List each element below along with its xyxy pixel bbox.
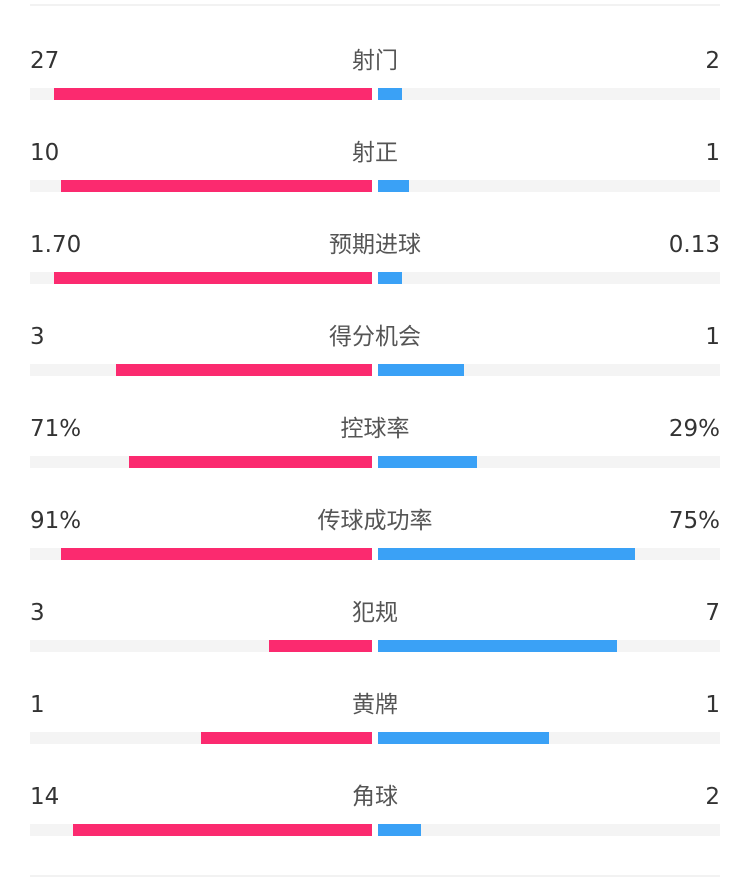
home-bar-fill [129,456,372,468]
away-bar-fill [378,732,549,744]
away-value: 2 [705,784,720,810]
home-value: 71% [30,416,82,442]
away-value: 0.13 [668,232,720,258]
away-bar-fill [378,272,403,284]
away-value: 7 [705,600,720,626]
away-value: 1 [705,692,720,718]
home-value: 1.70 [30,232,82,258]
away-bar-fill [378,456,478,468]
home-bar-track [30,272,372,284]
stat-label: 犯规 [352,600,398,626]
home-value: 10 [30,140,60,166]
away-bar-track [378,456,720,468]
away-bar-fill [378,640,618,652]
home-bar-fill [269,640,372,652]
stat-row: 10 射正 1 [30,130,720,200]
home-bar-track [30,88,372,100]
away-bar-track [378,732,720,744]
away-bar-fill [378,364,464,376]
top-divider [30,4,720,6]
home-value: 27 [30,48,60,74]
stat-row: 27 射门 2 [30,38,720,108]
bottom-divider [30,875,720,877]
stat-label: 传球成功率 [317,508,433,534]
home-value: 3 [30,324,45,350]
stat-label: 得分机会 [329,324,421,350]
away-value: 1 [705,324,720,350]
stat-row: 3 得分机会 1 [30,314,720,384]
home-bar-fill [53,88,372,100]
home-bar-fill [60,548,372,560]
stat-row: 91% 传球成功率 75% [30,498,720,568]
away-bar-fill [378,548,635,560]
home-bar-track [30,824,372,836]
away-value: 75% [668,508,720,534]
home-bar-track [30,364,372,376]
home-bar-track [30,732,372,744]
stat-label: 射正 [352,140,398,166]
away-bar-track [378,272,720,284]
stat-label: 角球 [352,784,398,810]
stat-row: 1.70 预期进球 0.13 [30,222,720,292]
home-bar-fill [201,732,372,744]
home-value: 3 [30,600,45,626]
away-value: 29% [668,416,720,442]
stat-row: 14 角球 2 [30,774,720,844]
home-value: 1 [30,692,45,718]
stat-label: 射门 [352,48,398,74]
away-bar-fill [378,180,410,192]
stat-label: 控球率 [340,416,410,442]
home-bar-track [30,180,372,192]
away-bar-track [378,548,720,560]
away-bar-track [378,180,720,192]
stat-label: 预期进球 [329,232,421,258]
home-value: 91% [30,508,82,534]
home-bar-fill [54,272,372,284]
away-bar-track [378,88,720,100]
away-value: 2 [705,48,720,74]
home-bar-fill [115,364,372,376]
away-bar-track [378,824,720,836]
stat-row: 3 犯规 7 [30,590,720,660]
away-value: 1 [705,140,720,166]
away-bar-fill [378,88,402,100]
home-bar-track [30,548,372,560]
away-bar-track [378,640,720,652]
stat-label: 黄牌 [352,692,398,718]
home-bar-track [30,456,372,468]
stat-row: 71% 控球率 29% [30,406,720,476]
away-bar-fill [378,824,421,836]
stat-row: 1 黄牌 1 [30,682,720,752]
home-bar-track [30,640,372,652]
home-bar-fill [72,824,372,836]
home-bar-fill [61,180,372,192]
home-value: 14 [30,784,60,810]
away-bar-track [378,364,720,376]
